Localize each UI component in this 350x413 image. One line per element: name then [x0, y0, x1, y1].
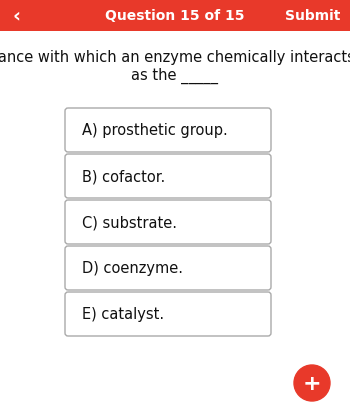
- Text: D) coenzyme.: D) coenzyme.: [82, 261, 183, 276]
- Text: C) substrate.: C) substrate.: [82, 215, 177, 230]
- Text: The substance with which an enzyme chemically interacts is known: The substance with which an enzyme chemi…: [0, 50, 350, 65]
- Text: as the _____: as the _____: [132, 68, 218, 84]
- FancyBboxPatch shape: [65, 292, 271, 336]
- FancyBboxPatch shape: [65, 247, 271, 290]
- Circle shape: [294, 365, 330, 401]
- FancyBboxPatch shape: [65, 201, 271, 244]
- Text: Question 15 of 15: Question 15 of 15: [105, 9, 245, 23]
- Text: Submit: Submit: [285, 9, 340, 23]
- Text: A) prosthetic group.: A) prosthetic group.: [82, 123, 228, 138]
- Bar: [0, 0, 350, 32]
- Text: +: +: [303, 373, 321, 393]
- Text: B) cofactor.: B) cofactor.: [82, 169, 165, 184]
- Text: ‹: ‹: [12, 7, 20, 26]
- FancyBboxPatch shape: [65, 154, 271, 199]
- Text: E) catalyst.: E) catalyst.: [82, 307, 164, 322]
- FancyBboxPatch shape: [65, 109, 271, 153]
